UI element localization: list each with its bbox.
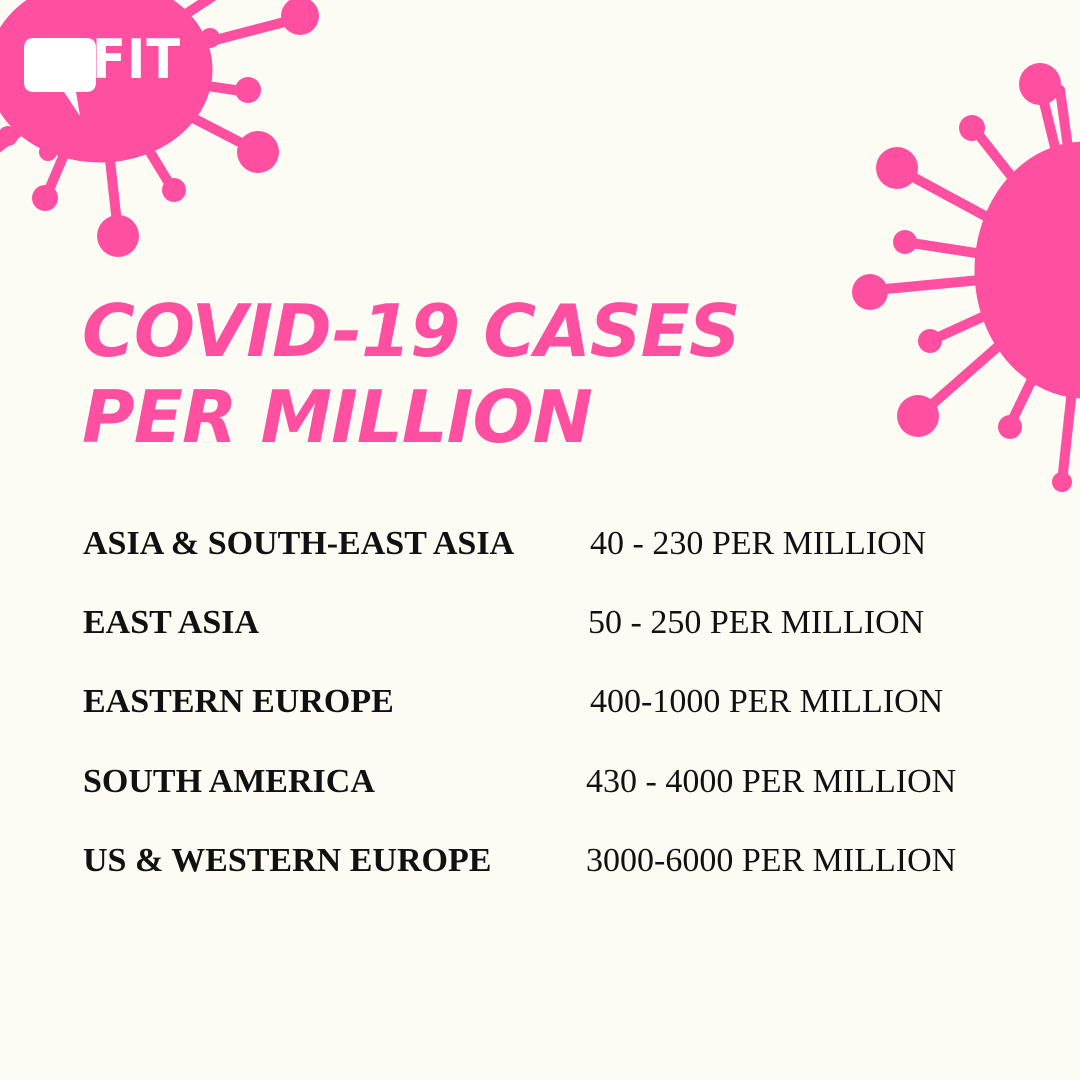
region-label: SOUTH AMERICA [83, 763, 375, 800]
fit-logo-icon [24, 38, 96, 116]
region-label: US & WESTERN EUROPE [83, 842, 492, 879]
cases-value: 40 - 230 PER MILLION [590, 525, 927, 562]
region-label: EAST ASIA [83, 604, 260, 641]
cases-value: 50 - 250 PER MILLION [588, 604, 925, 641]
cases-value: 400-1000 PER MILLION [590, 683, 944, 720]
table-row: SOUTH AMERICA 430 - 4000 PER MILLION [0, 757, 1080, 807]
table-row: EAST ASIA 50 - 250 PER MILLION [0, 598, 1080, 648]
table-row: ASIA & SOUTH-EAST ASIA 40 - 230 PER MILL… [0, 519, 1080, 569]
table-row: US & WESTERN EUROPE 3000-6000 PER MILLIO… [0, 836, 1080, 886]
cases-value: 3000-6000 PER MILLION [586, 842, 957, 879]
logo-text: FIT [92, 28, 182, 91]
table-row: EASTERN EUROPE 400-1000 PER MILLION [0, 677, 1080, 727]
title-line-1: COVID-19 CASES [82, 289, 741, 373]
region-label: ASIA & SOUTH-EAST ASIA [83, 525, 515, 562]
page-title: COVID-19 CASES PER MILLION [82, 288, 741, 460]
title-line-2: PER MILLION [82, 375, 593, 459]
cases-value: 430 - 4000 PER MILLION [586, 763, 957, 800]
region-label: EASTERN EUROPE [83, 683, 394, 720]
